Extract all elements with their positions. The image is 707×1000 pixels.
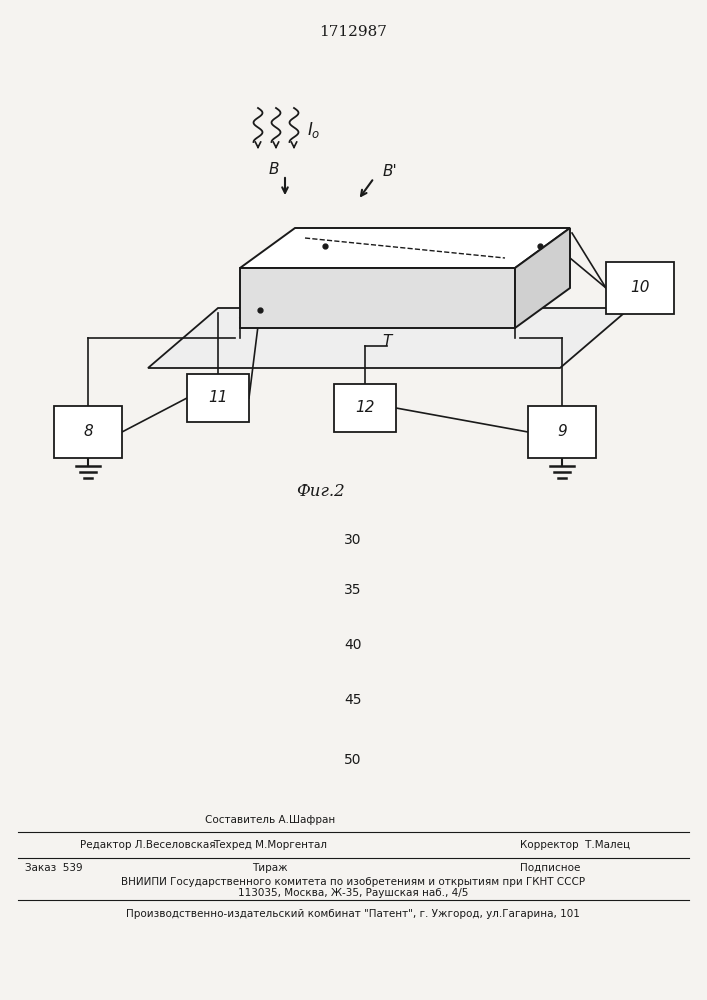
Text: 11: 11 (209, 390, 228, 406)
Text: ВНИИПИ Государственного комитета по изобретениям и открытиям при ГКНТ СССР: ВНИИПИ Государственного комитета по изоб… (121, 877, 585, 887)
Text: Заказ  539: Заказ 539 (25, 863, 83, 873)
Polygon shape (240, 268, 515, 328)
Text: Редактор Л.Веселовская: Редактор Л.Веселовская (80, 840, 216, 850)
Text: B: B (269, 162, 279, 178)
Text: Техред М.Моргентал: Техред М.Моргентал (213, 840, 327, 850)
Text: Подписное: Подписное (520, 863, 580, 873)
Text: 50: 50 (344, 753, 362, 767)
Text: 40: 40 (344, 638, 362, 652)
Text: B': B' (383, 164, 398, 180)
Polygon shape (148, 308, 630, 368)
Bar (334, 384, 396, 432)
Text: Фиг.2: Фиг.2 (296, 484, 344, 500)
Text: 35: 35 (344, 583, 362, 597)
Text: 8: 8 (83, 424, 93, 440)
Bar (187, 374, 249, 422)
Polygon shape (515, 228, 570, 328)
Bar (528, 406, 596, 458)
Bar (54, 406, 122, 458)
Text: Составитель А.Шафран: Составитель А.Шафран (205, 815, 335, 825)
Text: T: T (382, 334, 392, 349)
Text: 30: 30 (344, 533, 362, 547)
Polygon shape (240, 228, 570, 268)
Text: 1712987: 1712987 (319, 25, 387, 39)
Bar (606, 262, 674, 314)
Text: Тираж: Тираж (252, 863, 288, 873)
Text: 12: 12 (355, 400, 375, 416)
Text: 10: 10 (630, 280, 650, 296)
Text: 9: 9 (557, 424, 567, 440)
Text: 45: 45 (344, 693, 362, 707)
Text: $I_o$: $I_o$ (307, 120, 320, 140)
Text: Корректор  Т.Малец: Корректор Т.Малец (520, 840, 630, 850)
Text: 113035, Москва, Ж-35, Раушская наб., 4/5: 113035, Москва, Ж-35, Раушская наб., 4/5 (238, 888, 468, 898)
Text: Производственно-издательский комбинат "Патент", г. Ужгород, ул.Гагарина, 101: Производственно-издательский комбинат "П… (126, 909, 580, 919)
